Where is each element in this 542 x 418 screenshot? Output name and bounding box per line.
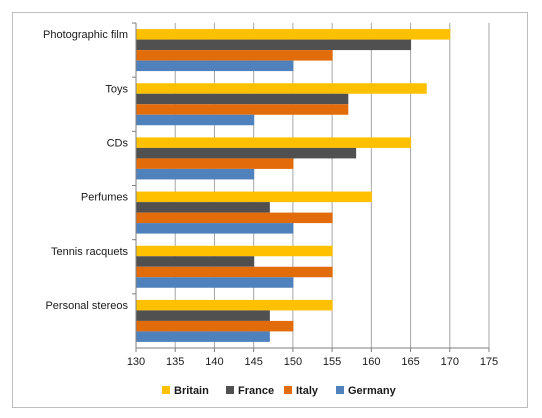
legend-label-britain: Britain [174, 385, 209, 397]
bar-chart: Photographic film Toys CDs Perfumes Tennis r… [43, 22, 498, 397]
x-tick-label-155: 155 [323, 356, 341, 368]
bar-toys-italy [136, 104, 349, 115]
category-label-toys: Toys [105, 83, 128, 95]
legend-swatch-france [226, 386, 234, 394]
grid-lines [174, 23, 490, 348]
category-label-cds: CDs [107, 137, 129, 149]
bar-perfumes-italy [136, 212, 333, 224]
bar-personal-stereos-italy [136, 320, 294, 332]
category-label-perfumes: Perfumes [81, 192, 129, 204]
legend-swatch-germany [336, 386, 344, 394]
bar-cds-germany [136, 168, 255, 180]
legend-swatch-britain [162, 386, 170, 394]
legend-swatch-italy [284, 386, 292, 394]
x-tick-label-175: 175 [480, 356, 498, 368]
legend-label-france: France [238, 385, 274, 397]
bar-tennis-racquets-germany [136, 277, 294, 288]
bar-personal-stereos-britain [136, 299, 333, 311]
bar-tennis-racquets-britain [136, 245, 333, 257]
x-tick-label-165: 165 [401, 356, 419, 368]
x-tick-labels: 130 135 140 145 150 155 160 165 170 175 [127, 356, 498, 368]
bar-toys-germany [136, 114, 255, 126]
axes [132, 22, 490, 352]
bar-tennis-racquets-france [136, 256, 255, 267]
x-tick-label-150: 150 [284, 356, 302, 368]
chart-frame: Photographic film Toys CDs Perfumes Tennis r… [12, 12, 528, 408]
bar-toys-france [136, 93, 349, 105]
bar-perfumes-france [136, 202, 270, 213]
bar-photographic-film-britain [136, 29, 451, 40]
x-tick-label-135: 135 [166, 356, 184, 368]
bars [136, 29, 451, 342]
bar-personal-stereos-france [136, 310, 270, 321]
bar-perfumes-britain [136, 191, 372, 203]
category-label-tennis-racquets: Tennis racquets [51, 246, 129, 258]
bar-cds-france [136, 147, 357, 159]
bar-perfumes-germany [136, 223, 294, 234]
legend-label-germany: Germany [348, 385, 397, 397]
bar-photographic-film-france [136, 39, 412, 51]
bar-tennis-racquets-italy [136, 266, 333, 278]
bar-personal-stereos-germany [136, 331, 270, 342]
legend: Britain France Italy Germany [162, 385, 397, 397]
bar-toys-britain [136, 83, 427, 94]
bar-photographic-film-italy [136, 50, 333, 61]
x-tick-label-130: 130 [127, 356, 145, 368]
x-tick-label-160: 160 [362, 356, 380, 368]
x-tick-label-140: 140 [205, 356, 223, 368]
category-label-photographic-film: Photographic film [43, 29, 128, 41]
bar-cds-italy [136, 158, 294, 169]
category-labels: Photographic film Toys CDs Perfumes Tennis r… [43, 29, 128, 312]
bar-photographic-film-germany [136, 60, 294, 72]
legend-label-italy: Italy [296, 385, 319, 397]
x-tick-label-170: 170 [441, 356, 459, 368]
category-label-personal-stereos: Personal stereos [45, 300, 128, 312]
bar-cds-britain [136, 137, 412, 148]
x-tick-label-145: 145 [244, 356, 262, 368]
